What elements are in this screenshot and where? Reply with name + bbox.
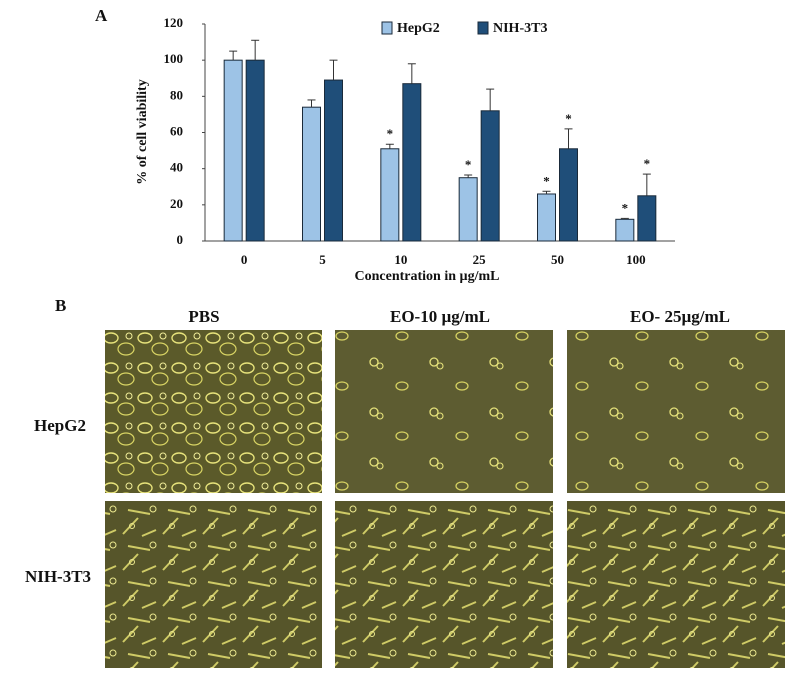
bar [537, 193, 556, 242]
bar [302, 106, 321, 242]
legend-label: NIH-3T3 [493, 21, 547, 36]
legend-swatch [477, 21, 489, 35]
significance-mark: * [622, 200, 629, 215]
x-tick-label: 0 [241, 252, 248, 267]
y-tick-label: 0 [177, 232, 184, 247]
x-tick-label: 5 [319, 252, 326, 267]
y-tick-label: 20 [170, 196, 183, 211]
legend-label: HepG2 [397, 21, 440, 36]
bar [458, 177, 478, 242]
y-axis-label: % of cell viability [135, 79, 150, 184]
x-axis-label: Concentration in µg/mL [355, 269, 500, 284]
significance-mark: * [387, 126, 394, 141]
y-tick-label: 80 [170, 87, 183, 102]
y-tick-label: 40 [170, 160, 183, 175]
bar [615, 218, 635, 242]
micrograph [567, 501, 785, 668]
micrographs [105, 330, 785, 668]
x-tick-label: 10 [394, 252, 407, 267]
bar [380, 148, 400, 242]
x-tick-label: 50 [551, 252, 564, 267]
column-header: EO-10 µg/mL [390, 307, 490, 326]
micrograph [105, 330, 322, 493]
significance-mark: * [465, 157, 472, 172]
y-tick-label: 60 [170, 123, 183, 138]
significance-mark: * [543, 173, 550, 188]
bar [324, 79, 343, 242]
x-tick-label: 100 [626, 252, 646, 267]
bar [245, 59, 265, 242]
micrograph [335, 330, 553, 493]
bar [637, 195, 657, 242]
bar [402, 83, 422, 242]
significance-mark: * [565, 111, 572, 126]
significance-mark: * [644, 156, 651, 171]
bar [223, 59, 243, 242]
column-header: EO- 25µg/mL [630, 307, 730, 326]
legend-swatch [381, 21, 393, 35]
bar [559, 148, 578, 242]
y-tick-label: 120 [164, 15, 184, 30]
micrograph [105, 501, 322, 668]
x-tick-label: 25 [473, 252, 487, 267]
y-tick-label: 100 [164, 51, 184, 66]
row-header: HepG2 [34, 416, 86, 435]
column-header: PBS [188, 307, 219, 326]
bar [480, 110, 500, 242]
panel-label: B [55, 296, 66, 315]
panel-label: A [95, 6, 108, 25]
micrograph [335, 501, 553, 668]
micrograph [567, 330, 785, 493]
row-header: NIH-3T3 [25, 567, 91, 586]
